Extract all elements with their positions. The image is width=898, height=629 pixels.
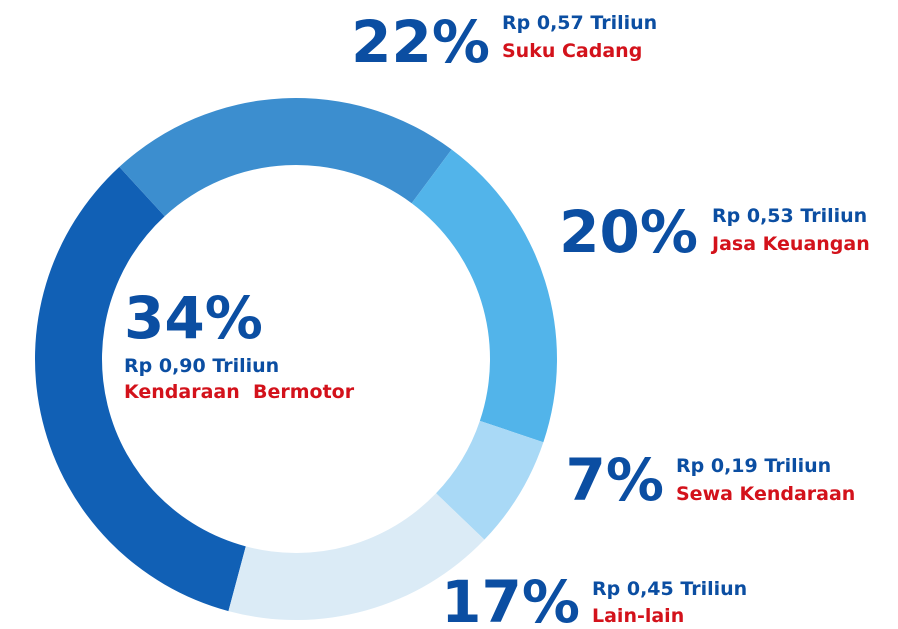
category-label: Lain-lain xyxy=(592,605,684,627)
amount-label: Rp 0,19 Triliun xyxy=(676,455,831,477)
percent-label: 7% xyxy=(566,446,664,514)
category-label: Sewa Kendaraan xyxy=(676,483,855,505)
category-label: Jasa Keuangan xyxy=(710,233,870,255)
percent-label: 17% xyxy=(441,568,580,629)
donut-segment xyxy=(436,420,544,540)
category-label: Suku Cadang xyxy=(502,40,642,62)
amount-label: Rp 0,90 Triliun xyxy=(124,355,279,377)
percent-label: 20% xyxy=(559,198,698,266)
donut-segment xyxy=(35,166,246,612)
category-label: Kendaraan Bermotor xyxy=(124,381,355,403)
donut-segment xyxy=(228,493,485,620)
amount-label: Rp 0,45 Triliun xyxy=(592,578,747,600)
amount-label: Rp 0,57 Triliun xyxy=(502,12,657,34)
donut-segment xyxy=(411,149,557,443)
amount-label: Rp 0,53 Triliun xyxy=(712,205,867,227)
percent-label: 34% xyxy=(124,284,263,352)
percent-label: 22% xyxy=(351,8,490,76)
donut-segment xyxy=(119,98,452,217)
